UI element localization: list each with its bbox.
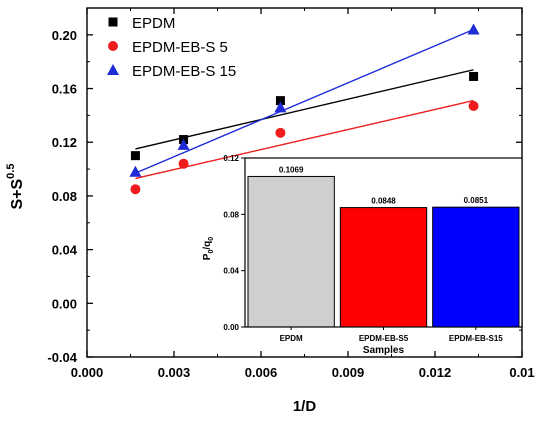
inset-y-tick-label: 0.12 <box>223 154 239 163</box>
inset-y-tick-label: 0.08 <box>223 210 239 219</box>
legend-marker-square <box>108 17 118 27</box>
y-tick-label: 0.12 <box>52 135 77 150</box>
data-point-circle <box>468 100 479 111</box>
inset-y-label-sub2: 0 <box>208 237 215 241</box>
inset-x-axis-label: Samples <box>363 345 405 356</box>
inset-category-label: EPDM-EB-S15 <box>449 334 503 343</box>
x-tick-label: 0.009 <box>332 365 365 380</box>
y-tick-label: 0.04 <box>52 243 78 258</box>
fit-line-triangle <box>135 28 474 174</box>
fit-line-circle <box>135 99 474 180</box>
x-tick-label: 0.003 <box>158 365 191 380</box>
y-tick-label: -0.04 <box>47 350 77 365</box>
inset-category-label: EPDM-EB-S5 <box>359 334 409 343</box>
legend-label: EPDM-EB-S 5 <box>132 39 228 56</box>
inset-bar-value-label: 0.0848 <box>371 197 396 206</box>
inset-y-axis-label: P0/q0 <box>202 237 215 260</box>
data-point-circle <box>130 184 141 195</box>
y-axis-label-superscript: 0.5 <box>5 164 17 179</box>
inset-y-tick-label: 0.04 <box>223 267 239 276</box>
fit-line-square <box>135 69 474 150</box>
y-axis-label: S+S0.5 <box>5 164 26 210</box>
inset-category-label: EPDM <box>280 334 303 343</box>
data-point-square <box>130 151 140 161</box>
data-point-triangle <box>274 101 287 113</box>
inset-frame <box>244 157 523 328</box>
data-point-square <box>275 96 285 106</box>
legend-label: EPDM <box>132 15 175 32</box>
legend-label: EPDM-EB-S 15 <box>132 63 236 80</box>
inset-bar <box>247 175 335 328</box>
data-point-triangle <box>177 138 190 150</box>
x-axis-label: 1/D <box>293 398 317 415</box>
x-tick-label: 0.01 <box>509 365 534 380</box>
inset-bar <box>339 207 428 328</box>
inset-y-label-main: P <box>202 253 213 260</box>
inset-bar <box>432 206 520 328</box>
y-tick-label: 0.20 <box>52 28 77 43</box>
x-tick-label: 0.012 <box>419 365 452 380</box>
x-tick-label: 0.000 <box>71 365 104 380</box>
inset-bar-value-label: 0.1069 <box>279 165 304 174</box>
inset-y-label-sub1: 0 <box>208 250 215 254</box>
legend-marker-triangle <box>107 64 119 75</box>
y-tick-label: 0.08 <box>52 189 77 204</box>
data-point-triangle <box>467 23 480 35</box>
data-point-square <box>469 71 479 81</box>
data-point-circle <box>275 127 286 138</box>
inset-y-tick-label: 0.00 <box>223 323 239 332</box>
x-tick-label: 0.006 <box>245 365 278 380</box>
legend-marker-circle <box>108 41 118 51</box>
data-point-triangle <box>129 165 142 177</box>
y-axis-label-base: S+S <box>9 178 26 209</box>
inset-y-label-mid: /q <box>202 241 213 250</box>
inset-bar-value-label: 0.0851 <box>464 196 489 205</box>
data-point-circle <box>178 158 189 169</box>
y-tick-label: 0.00 <box>52 296 77 311</box>
y-tick-label: 0.16 <box>52 82 77 97</box>
